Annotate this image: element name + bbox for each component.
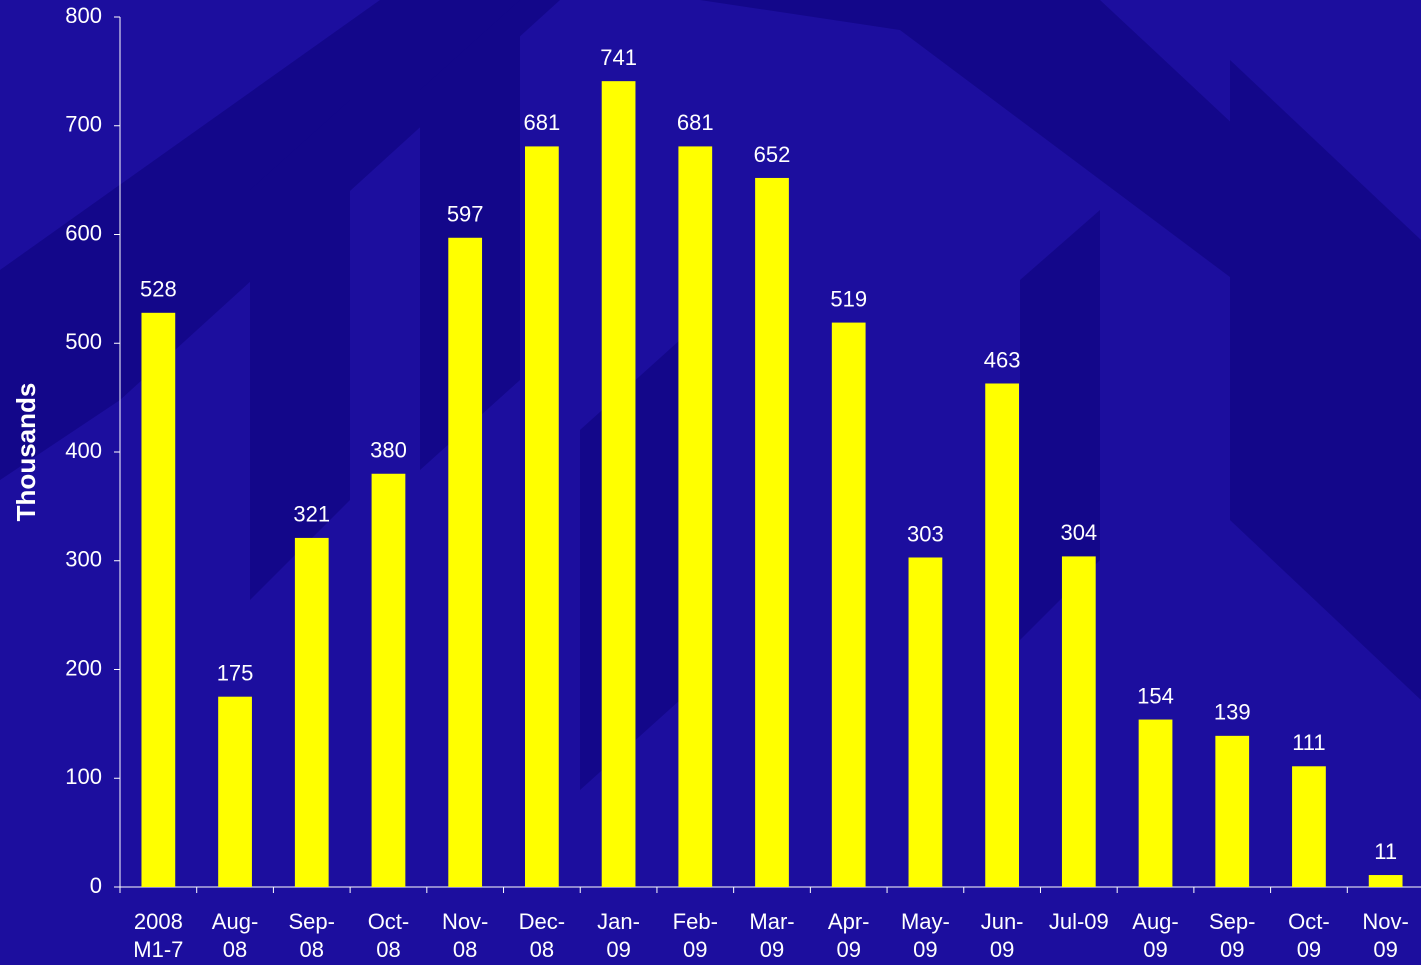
x-tick-label: Apr-09: [827, 909, 870, 962]
bar: [218, 696, 252, 887]
x-tick-label: Nov-09: [1362, 909, 1409, 962]
value-label: 111: [1292, 730, 1325, 755]
y-tick-label: 100: [65, 764, 102, 789]
y-tick-label: 200: [65, 655, 102, 680]
bar: [678, 146, 713, 888]
x-tick-label: Sep-09: [1208, 909, 1256, 962]
bar: [448, 237, 483, 887]
x-tick-label: Jul-09: [1048, 909, 1109, 934]
bar: [755, 177, 789, 887]
x-tick-label: Jan-09: [597, 909, 640, 962]
value-label: 681: [524, 110, 561, 135]
value-label: 304: [1060, 520, 1097, 545]
x-tick-label: Oct-08: [367, 909, 410, 962]
bar: [1368, 875, 1403, 887]
x-tick-label: Sep-08: [288, 909, 335, 962]
value-label: 652: [754, 142, 791, 167]
bar: [1215, 735, 1250, 887]
value-label: 519: [830, 286, 867, 311]
x-tick-label: Mar-09: [749, 909, 795, 962]
y-axis-label: Thousands: [11, 383, 41, 522]
value-label: 741: [600, 45, 637, 70]
bar: [141, 312, 176, 887]
bar: [601, 81, 636, 888]
y-tick-label: 500: [65, 329, 102, 354]
x-tick-label: 2008 M1-7: [133, 909, 184, 962]
bar: [371, 473, 406, 887]
x-tick-label: May-09: [900, 909, 950, 962]
value-label: 139: [1214, 700, 1251, 725]
bar: [1292, 766, 1326, 887]
value-label: 597: [447, 202, 484, 227]
y-tick-label: 700: [65, 112, 102, 137]
bar: [294, 537, 329, 887]
x-tick-label: Oct-09: [1288, 909, 1330, 962]
y-tick-label: 800: [65, 3, 102, 28]
bar: [1138, 719, 1173, 887]
y-tick-label: 600: [65, 220, 102, 245]
x-tick-label: Feb-09: [672, 909, 718, 962]
bar: [525, 146, 559, 888]
y-tick-label: 300: [65, 547, 102, 572]
background-decoration: [0, 0, 1421, 790]
value-label: 303: [907, 521, 944, 546]
bar: [1061, 556, 1096, 887]
bar: [831, 322, 866, 887]
x-tick-label: Aug-08: [211, 909, 259, 962]
value-label: 380: [370, 438, 407, 463]
value-label: 11: [1374, 839, 1397, 864]
x-tick-label: Jun-09: [980, 909, 1024, 962]
value-label: 681: [677, 110, 714, 135]
y-tick-label: 0: [90, 873, 102, 898]
x-tick-label: Nov-08: [441, 909, 489, 962]
value-label: 528: [140, 277, 177, 302]
value-label: 321: [293, 502, 330, 527]
bar: [985, 383, 1019, 887]
value-label: 154: [1137, 683, 1174, 708]
x-tick-label: Aug-09: [1132, 909, 1179, 962]
bar: [908, 557, 943, 887]
y-tick-label: 400: [65, 438, 102, 463]
value-label: 463: [984, 347, 1021, 372]
x-tick-label: Dec-08: [518, 909, 566, 962]
value-label: 175: [217, 661, 254, 686]
